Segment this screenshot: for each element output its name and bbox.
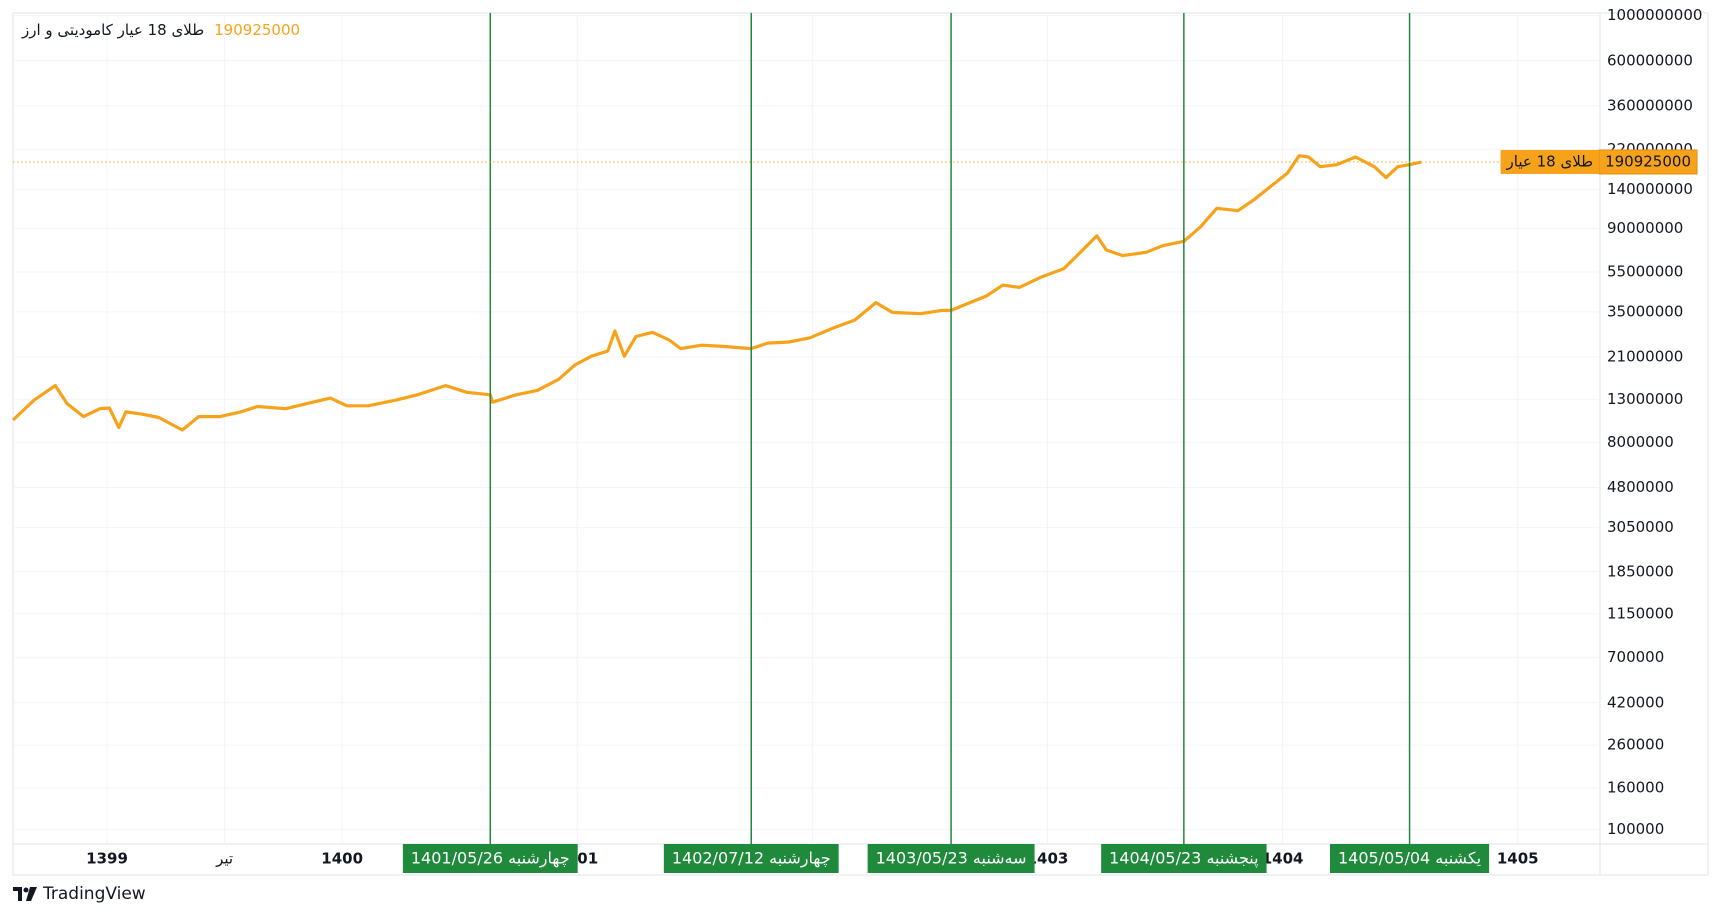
x-tick-label: 1403 [1027,850,1069,868]
chart-title: طلای 18 عیار کامودیتی و ارز [22,21,205,39]
marker-label-text: چهارشنبه 1402/07/12 [672,849,831,869]
y-tick-label: 260000 [1607,736,1664,754]
marker-label-box [402,844,578,873]
y-tick-label: 700000 [1607,648,1664,666]
brand-name: TradingView [43,884,146,904]
y-tick-label: 140000000 [1607,180,1693,198]
x-tick-label: 1405 [1497,850,1539,868]
y-tick-label: 8000000 [1607,433,1674,451]
marker-label-text: یکشنبه 1405/05/04 [1338,849,1481,868]
y-tick-label: 21000000 [1607,348,1683,366]
chart-frame [12,12,1709,876]
x-tick-label: 1404 [1262,850,1304,868]
x-tick-label: 1399 [86,850,128,868]
marker-label-text: چهارشنبه 1401/05/26 [411,849,570,869]
marker-label: سه‌شنبه 1403/05/23 [867,844,1035,873]
last-value: 190925000 [214,21,301,39]
marker-label-box [663,844,839,873]
y-tick-label: 55000000 [1607,262,1683,280]
y-tick-label: 420000 [1607,693,1664,711]
y-tick-label: 13000000 [1607,390,1683,408]
price-line [11,154,1422,432]
price-name: طلای 18 عیار [1506,152,1594,170]
y-tick-label: 1150000 [1607,604,1674,622]
marker-label-box [1330,844,1490,873]
y-tick-label: 360000000 [1607,96,1693,114]
price-value: 190925000 [1605,152,1691,170]
marker-label-text: سه‌شنبه 1403/05/23 [876,849,1027,868]
marker-label: چهارشنبه 1401/05/26 [402,844,578,873]
price-value-box [1598,149,1698,175]
marker-label: پنجشنبه 1404/05/23 [1101,844,1267,873]
y-tick-label: 4800000 [1607,478,1674,496]
marker-label: یکشنبه 1405/05/04 [1330,844,1490,873]
legend-header: طلای 18 عیار کامودیتی و ارز 190925000 [22,19,300,41]
y-tick-label: 1850000 [1607,562,1674,580]
y-tick-label: 35000000 [1607,302,1683,320]
marker-label-box [867,844,1035,873]
price-name-box [1500,149,1600,174]
brand-logo [13,887,37,901]
y-tick-label: 600000000 [1607,51,1693,69]
marker-label: چهارشنبه 1402/07/12 [663,844,839,873]
marker-label-text: پنجشنبه 1404/05/23 [1109,849,1258,869]
x-tick-label: 1400 [321,850,363,868]
brand: TradingView [13,884,146,904]
x-tick-label: تیر [215,850,233,868]
marker-label-box [1101,844,1267,873]
y-tick-label: 100000 [1607,820,1664,838]
y-tick-label: 160000 [1607,779,1664,797]
y-tick-label: 1000000000 [1607,6,1702,24]
y-tick-label: 90000000 [1607,219,1683,237]
y-tick-label: 3050000 [1607,518,1674,536]
